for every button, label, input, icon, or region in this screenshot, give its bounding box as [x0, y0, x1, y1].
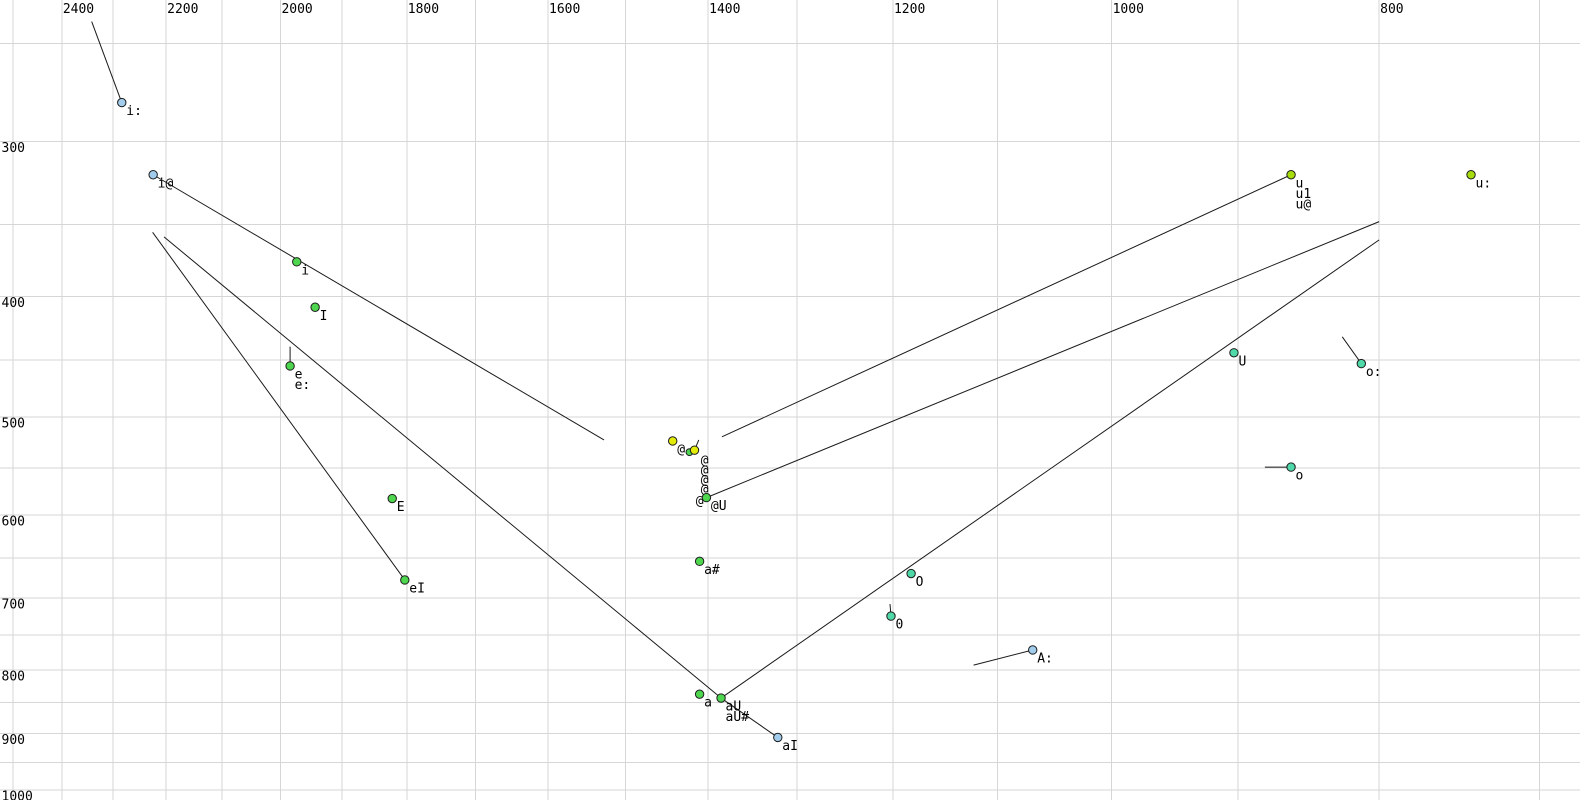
vowel-point-e[interactable] — [285, 361, 295, 371]
x-axis-tick-label-1400: 1400 — [709, 2, 740, 17]
vowel-label-e:: e: — [295, 378, 311, 393]
y-axis-tick-label-800: 800 — [2, 669, 25, 684]
at-glyph-1: @ — [701, 464, 709, 479]
vowel-point-E[interactable] — [387, 493, 397, 504]
vowel-point-a[interactable] — [694, 689, 705, 699]
x-axis-tick-label-1800: 1800 — [408, 2, 439, 17]
vowel-point-I[interactable] — [310, 302, 320, 312]
vowel-point-eI[interactable] — [400, 575, 410, 585]
vowel-point-i@[interactable] — [148, 170, 158, 180]
at-glyph-0: @ — [701, 454, 709, 469]
i:-trajectory — [91, 21, 123, 103]
vowel-label-A:: A: — [1037, 651, 1053, 666]
x-axis-tick-label-1000: 1000 — [1113, 2, 1144, 17]
vowel-label-@U: @U — [711, 499, 727, 514]
y-axis-tick-label-1000: 1000 — [2, 790, 33, 800]
x-axis-tick-label-2200: 2200 — [167, 2, 198, 17]
vowel-point-i:[interactable] — [117, 97, 127, 108]
vowel-label-o: o — [1296, 469, 1304, 484]
vowel-label-U: U — [1238, 354, 1246, 369]
y-axis-tick-label-600: 600 — [2, 514, 25, 529]
vowel-point-@[interactable] — [667, 436, 678, 446]
vowel-point-A:[interactable] — [1028, 645, 1038, 655]
vowel-point-u:[interactable] — [1466, 170, 1476, 180]
vowel-point-o:[interactable] — [1356, 358, 1367, 369]
A:-stub — [973, 649, 1033, 666]
vowel-point-a#[interactable] — [694, 556, 705, 567]
vowel-point-O[interactable] — [906, 568, 916, 579]
vowel-point-aU[interactable] — [716, 693, 726, 703]
vowel-point-o[interactable] — [1286, 462, 1296, 472]
vowel-label-o:: o: — [1366, 365, 1382, 380]
vowel-point-0[interactable] — [886, 611, 896, 621]
vowel-label-a: a — [704, 696, 712, 711]
vowel-point-u[interactable] — [1286, 170, 1296, 180]
vowel-label-E: E — [397, 500, 405, 515]
x-axis-tick-label-2400: 2400 — [63, 2, 94, 17]
x-axis-tick-label-2000: 2000 — [281, 2, 312, 17]
vowel-label-u1: u1 — [1296, 187, 1312, 202]
y-axis-tick-label-400: 400 — [2, 296, 25, 311]
vowel-label-aU: aU — [726, 700, 742, 715]
vowel-label-a#: a# — [704, 563, 720, 578]
@U-trajectory — [706, 221, 1380, 499]
vowel-label-i: i — [301, 263, 309, 278]
at-glyph-3: @ — [701, 483, 709, 498]
vowel-point-@U[interactable] — [701, 492, 712, 503]
vowel-label-u: u — [1296, 176, 1304, 191]
y-axis-tick-label-700: 700 — [2, 597, 25, 612]
y-axis-tick-label-900: 900 — [2, 733, 25, 748]
x-axis-tick-label-1200: 1200 — [894, 2, 925, 17]
vowel-label-u@: u@ — [1296, 197, 1312, 212]
x-axis-tick-label-800: 800 — [1380, 2, 1403, 17]
vowel-label-I: I — [320, 309, 328, 324]
y-axis-tick-label-300: 300 — [2, 141, 25, 156]
eI-trajectory — [152, 232, 406, 581]
at-glyph-2: @ — [701, 473, 709, 488]
vowel-label-0: 0 — [895, 618, 903, 633]
aU-in-trajectory — [163, 236, 722, 699]
aU-out-trajectory — [720, 239, 1380, 699]
o:-stub — [1341, 336, 1362, 364]
vowel-label-i:: i: — [126, 104, 142, 119]
vowel-point-aI[interactable] — [773, 732, 783, 743]
vowel-point-i[interactable] — [292, 257, 302, 267]
vowel-point-U[interactable] — [1229, 348, 1239, 358]
vowel-label-e: e — [295, 367, 303, 382]
at-glyph-4: @ — [696, 494, 704, 509]
vowel-label-aU#: aU# — [726, 710, 750, 725]
vowel-label-i@: i@ — [158, 176, 174, 191]
i@-trajectory — [152, 174, 605, 441]
y-axis-tick-label-500: 500 — [2, 416, 25, 431]
x-axis-tick-label-1600: 1600 — [549, 2, 580, 17]
vowel-label-@: @ — [677, 442, 685, 457]
vowel-point-unlabeled[interactable] — [689, 445, 700, 455]
vowel-label-O: O — [916, 575, 924, 590]
vowel-label-aI: aI — [782, 739, 798, 754]
vowel-label-eI: eI — [409, 581, 425, 596]
vowel-label-u:: u: — [1476, 176, 1492, 191]
aU-aI-trajectory — [720, 697, 779, 738]
u@-trajectory — [721, 174, 1292, 438]
